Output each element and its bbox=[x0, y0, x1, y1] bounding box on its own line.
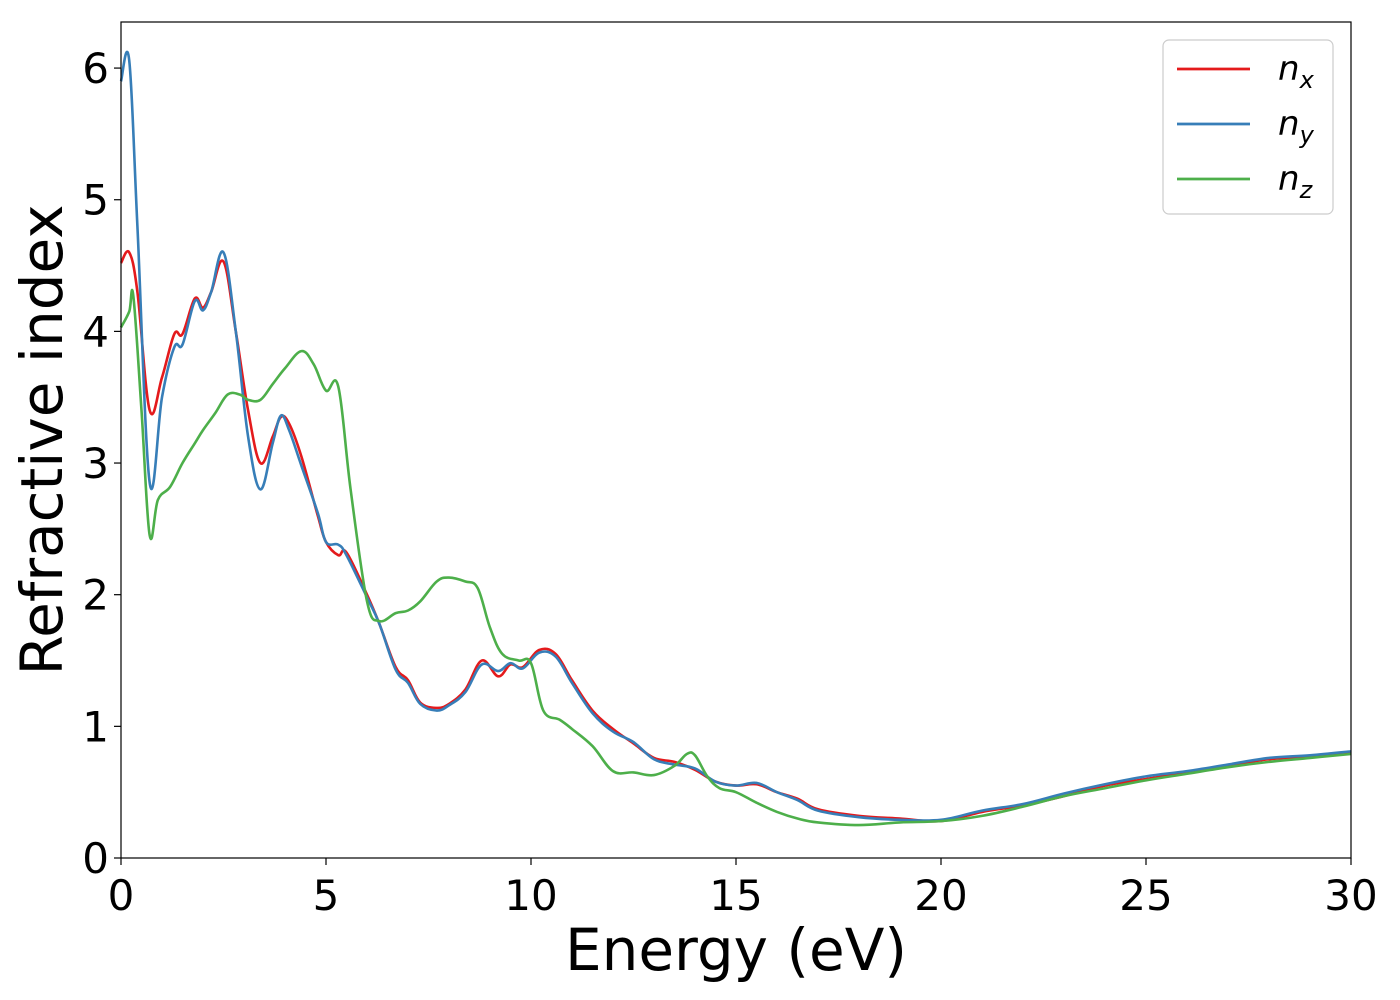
x-tick-label: 5 bbox=[313, 871, 340, 920]
y-axis-ticks: 0 1 2 3 4 5 6 bbox=[82, 44, 121, 883]
legend-box bbox=[1162, 39, 1334, 215]
x-tick-label: 20 bbox=[914, 871, 967, 920]
legend-label-nx: nx bbox=[1278, 49, 1315, 94]
y-tick-label: 2 bbox=[82, 571, 109, 620]
y-tick-label: 0 bbox=[82, 834, 109, 883]
x-axis-ticks: 0 5 10 15 20 25 30 bbox=[108, 858, 1378, 920]
y-tick-label: 4 bbox=[82, 307, 109, 356]
x-axis-label: Energy (eV) bbox=[565, 916, 907, 984]
y-tick-label: 6 bbox=[82, 44, 109, 93]
y-tick-label: 3 bbox=[82, 439, 109, 488]
legend: nx ny nz bbox=[1162, 39, 1334, 215]
x-tick-label: 15 bbox=[709, 871, 762, 920]
x-tick-label: 30 bbox=[1324, 871, 1377, 920]
series-line-nz bbox=[119, 288, 1352, 827]
legend-label-nz: nz bbox=[1278, 159, 1314, 204]
plot-lines bbox=[119, 50, 1352, 827]
series-line-ny bbox=[119, 50, 1352, 822]
y-tick-label: 1 bbox=[82, 702, 109, 751]
legend-label-ny: ny bbox=[1278, 104, 1315, 149]
x-tick-label: 0 bbox=[108, 871, 135, 920]
y-axis-label: Refractive index bbox=[8, 204, 76, 675]
y-tick-label: 5 bbox=[82, 176, 109, 225]
x-tick-label: 10 bbox=[504, 871, 557, 920]
x-tick-label: 25 bbox=[1119, 871, 1172, 920]
